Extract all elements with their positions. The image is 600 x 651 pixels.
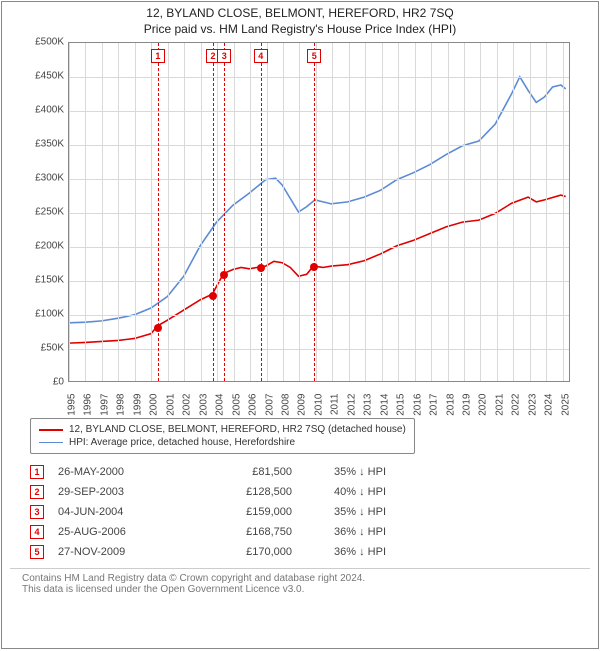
legend: 12, BYLAND CLOSE, BELMONT, HEREFORD, HR2… [30,418,415,454]
x-axis-label: 2000 [149,394,160,416]
sale-row: 5 27-NOV-2009 £170,000 36% ↓ HPI [30,542,570,562]
x-axis-label: 1996 [83,394,94,416]
titles: 12, BYLAND CLOSE, BELMONT, HEREFORD, HR2… [2,2,598,38]
address-title: 12, BYLAND CLOSE, BELMONT, HEREFORD, HR2… [10,6,590,20]
x-axis-label: 2013 [363,394,374,416]
y-axis-label: £100K [20,309,64,320]
sale-price: £81,500 [202,466,292,478]
sale-price: £128,500 [202,486,292,498]
y-axis-label: £500K [20,37,64,48]
sale-point-2 [209,292,217,300]
marker-line-2 [213,43,214,381]
sale-row: 2 29-SEP-2003 £128,500 40% ↓ HPI [30,482,570,502]
x-axis-label: 2022 [511,394,522,416]
x-axis-label: 1999 [132,394,143,416]
y-axis-label: £250K [20,207,64,218]
footer-line-1: Contains HM Land Registry data © Crown c… [22,573,578,584]
x-axis-label: 2001 [165,394,176,416]
plot-area: 12345 [68,42,570,382]
marker-box-3: 3 [217,49,231,63]
marker-line-3 [224,43,225,381]
marker-box-4: 4 [254,49,268,63]
x-axis-label: 2009 [297,394,308,416]
sale-marker-1: 1 [30,465,44,479]
sale-price: £170,000 [202,546,292,558]
sale-point-3 [220,271,228,279]
chart-container: 12, BYLAND CLOSE, BELMONT, HEREFORD, HR2… [1,1,599,649]
x-axis-label: 2023 [527,394,538,416]
x-axis-label: 2021 [494,394,505,416]
y-axis-label: £400K [20,105,64,116]
x-axis-label: 2019 [462,394,473,416]
sale-price: £159,000 [202,506,292,518]
x-axis-label: 2017 [429,394,440,416]
sale-date: 04-JUN-2004 [58,506,188,518]
sale-row: 3 04-JUN-2004 £159,000 35% ↓ HPI [30,502,570,522]
sale-point-1 [154,324,162,332]
sale-point-4 [257,264,265,272]
sale-diff: 40% ↓ HPI [306,486,386,498]
x-axis-label: 2012 [346,394,357,416]
legend-swatch [39,442,63,443]
legend-label: HPI: Average price, detached house, Here… [69,437,295,448]
sale-date: 25-AUG-2006 [58,526,188,538]
sale-date: 29-SEP-2003 [58,486,188,498]
legend-item: 12, BYLAND CLOSE, BELMONT, HEREFORD, HR2… [39,423,406,436]
y-axis-label: £200K [20,241,64,252]
marker-line-5 [314,43,315,381]
sale-diff: 36% ↓ HPI [306,546,386,558]
sale-price: £168,750 [202,526,292,538]
y-axis-label: £0 [20,377,64,388]
sale-row: 1 26-MAY-2000 £81,500 35% ↓ HPI [30,462,570,482]
x-axis-label: 2007 [264,394,275,416]
subtitle: Price paid vs. HM Land Registry's House … [10,22,590,36]
footer: Contains HM Land Registry data © Crown c… [10,568,590,601]
sale-marker-2: 2 [30,485,44,499]
marker-box-1: 1 [151,49,165,63]
chart-area: 12345 £0£50K£100K£150K£200K£250K£300K£35… [20,42,580,412]
x-axis-label: 2011 [330,394,341,416]
y-axis-label: £300K [20,173,64,184]
sale-marker-5: 5 [30,545,44,559]
y-axis-label: £150K [20,275,64,286]
marker-box-5: 5 [307,49,321,63]
sale-row: 4 25-AUG-2006 £168,750 36% ↓ HPI [30,522,570,542]
sale-diff: 35% ↓ HPI [306,466,386,478]
x-axis-label: 1997 [99,394,110,416]
x-axis-label: 2016 [412,394,423,416]
sales-table: 1 26-MAY-2000 £81,500 35% ↓ HPI 2 29-SEP-2003… [30,462,570,562]
x-axis-label: 2015 [396,394,407,416]
legend-swatch [39,429,63,431]
marker-line-4 [261,43,262,381]
y-axis-label: £350K [20,139,64,150]
x-axis-label: 1998 [116,394,127,416]
sale-date: 26-MAY-2000 [58,466,188,478]
series-svg [69,43,569,381]
x-axis-label: 2020 [478,394,489,416]
x-axis-label: 2006 [248,394,259,416]
x-axis-label: 2008 [280,394,291,416]
sale-date: 27-NOV-2009 [58,546,188,558]
sale-point-5 [310,263,318,271]
x-axis-label: 2003 [198,394,209,416]
x-axis-label: 2002 [182,394,193,416]
series-hpi [69,77,566,323]
x-axis-label: 2004 [215,394,226,416]
legend-item: HPI: Average price, detached house, Here… [39,436,406,449]
y-axis-label: £50K [20,343,64,354]
x-axis-label: 2025 [560,394,571,416]
x-axis-label: 2024 [544,394,555,416]
x-axis-label: 2014 [379,394,390,416]
legend-label: 12, BYLAND CLOSE, BELMONT, HEREFORD, HR2… [69,424,406,435]
sale-marker-4: 4 [30,525,44,539]
sale-diff: 35% ↓ HPI [306,506,386,518]
x-axis-label: 2018 [445,394,456,416]
footer-line-2: This data is licensed under the Open Gov… [22,584,578,595]
sale-diff: 36% ↓ HPI [306,526,386,538]
x-axis-label: 2010 [313,394,324,416]
x-axis-label: 1995 [67,394,78,416]
y-axis-label: £450K [20,71,64,82]
x-axis-label: 2005 [231,394,242,416]
sale-marker-3: 3 [30,505,44,519]
